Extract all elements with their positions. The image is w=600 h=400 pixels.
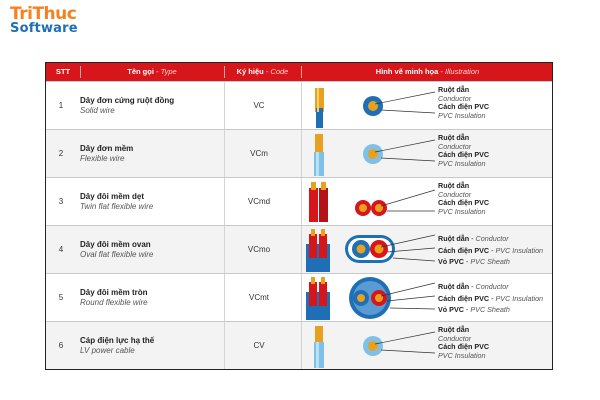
type-vn: Dây đôi mềm tròn <box>80 288 148 297</box>
row-code: CV <box>253 341 265 350</box>
table-row: 6 Cáp điện lực hạ thế LV power cable CV … <box>46 321 552 369</box>
twin-flat-wire-diagram <box>309 182 436 222</box>
row-code: VCmo <box>247 245 271 254</box>
row-type: Dây đơn cứng ruột đồng Solid wire <box>80 96 174 116</box>
row-number: 1 <box>58 101 64 110</box>
header-illustration: Hình vẽ minh họa - Illustration <box>375 67 480 76</box>
type-en: Oval flat flexible wire <box>80 250 154 259</box>
type-vn: Dây đôi mềm dẹt <box>80 192 145 201</box>
table-row: 5 Dây đôi mềm tròn Round flexible wire V… <box>46 273 552 322</box>
type-vn: Dây đơn mềm <box>80 144 134 153</box>
table-row: 2 Dây đơn mềm Flexible wire VCm Ruột dẫn… <box>46 129 552 178</box>
type-en: LV power cable <box>80 346 135 355</box>
row-type: Cáp điện lực hạ thế LV power cable <box>80 336 154 356</box>
type-vn: Dây đôi mềm ovan <box>80 240 151 249</box>
row-type: Dây đôi mềm tròn Round flexible wire <box>80 288 148 308</box>
illustration-solid-wire: Ruột dẫn Conductor Cách điện PVC PVC Ins… <box>301 82 552 130</box>
oval-flat-wire-diagram <box>306 229 436 272</box>
solid-wire-diagram <box>315 88 436 128</box>
row-number: 3 <box>58 197 64 206</box>
row-code: VCm <box>250 149 268 158</box>
round-flexible-wire-diagram <box>306 277 436 320</box>
header-stt: STT <box>55 67 71 76</box>
lv-power-cable-diagram <box>314 326 436 368</box>
illustration-lv-power-cable: Ruột dẫn Conductor Cách điện PVC PVC Ins… <box>301 322 552 369</box>
type-vn: Cáp điện lực hạ thế <box>80 336 155 345</box>
logo-line-2: Software <box>10 21 78 36</box>
illustration-flexible-wire: Ruột dẫn Conductor Cách điện PVC PVC Ins… <box>301 130 552 178</box>
cable-table: STT Tên gọi - Type Ký hiệu - Code Hình v… <box>45 62 553 370</box>
illustration-twin-flat-wire: Ruột dẫn Conductor Cách điện PVC PVC Ins… <box>301 178 552 226</box>
illustration-labels: Ruột dẫn - Conductor Cách điện PVC - PVC… <box>438 234 544 266</box>
row-type: Dây đôi mềm dẹt Twin flat flexible wire <box>80 192 153 212</box>
row-code: VCmt <box>249 293 269 302</box>
table-header: STT Tên gọi - Type Ký hiệu - Code Hình v… <box>46 63 552 81</box>
row-number: 4 <box>58 245 64 254</box>
table-row: 4 Dây đôi mềm ovan Oval flat flexible wi… <box>46 225 552 274</box>
logo-line-1: TriThuc <box>10 4 77 24</box>
illustration-labels: Ruột dẫn Conductor Cách điện PVC PVC Ins… <box>438 181 490 216</box>
row-number: 5 <box>58 293 64 302</box>
row-code: VCmd <box>247 197 271 206</box>
logo: TriThuc Software <box>10 4 78 36</box>
illustration-labels: Ruột dẫn Conductor Cách điện PVC PVC Ins… <box>438 85 490 120</box>
illustration-round-flexible-wire: Ruột dẫn - Conductor Cách điện PVC - PVC… <box>301 274 552 322</box>
row-type: Dây đôi mềm ovan Oval flat flexible wire <box>80 240 153 260</box>
table-row: 1 Dây đơn cứng ruột đồng Solid wire VC R… <box>46 81 552 130</box>
row-number: 6 <box>58 341 64 350</box>
row-type: Dây đơn mềm Flexible wire <box>80 144 133 164</box>
table-row: 3 Dây đôi mềm dẹt Twin flat flexible wir… <box>46 177 552 226</box>
flexible-wire-diagram <box>314 134 436 176</box>
type-en: Twin flat flexible wire <box>80 202 154 211</box>
header-name: Tên gọi - Type <box>127 67 177 76</box>
type-en: Round flexible wire <box>80 298 148 307</box>
header-code: Ký hiệu - Code <box>236 67 289 76</box>
type-vn: Dây đơn cứng ruột đồng <box>80 96 175 105</box>
illustration-oval-flat-wire: Ruột dẫn - Conductor Cách điện PVC - PVC… <box>301 226 552 274</box>
illustration-labels: Ruột dẫn Conductor Cách điện PVC PVC Ins… <box>438 325 490 360</box>
row-number: 2 <box>58 149 64 158</box>
row-code: VC <box>253 101 265 110</box>
illustration-labels: Ruột dẫn - Conductor Cách điện PVC - PVC… <box>438 282 544 314</box>
illustration-labels: Ruột dẫn Conductor Cách điện PVC PVC Ins… <box>438 133 490 168</box>
type-en: Solid wire <box>80 106 115 115</box>
type-en: Flexible wire <box>80 154 125 163</box>
